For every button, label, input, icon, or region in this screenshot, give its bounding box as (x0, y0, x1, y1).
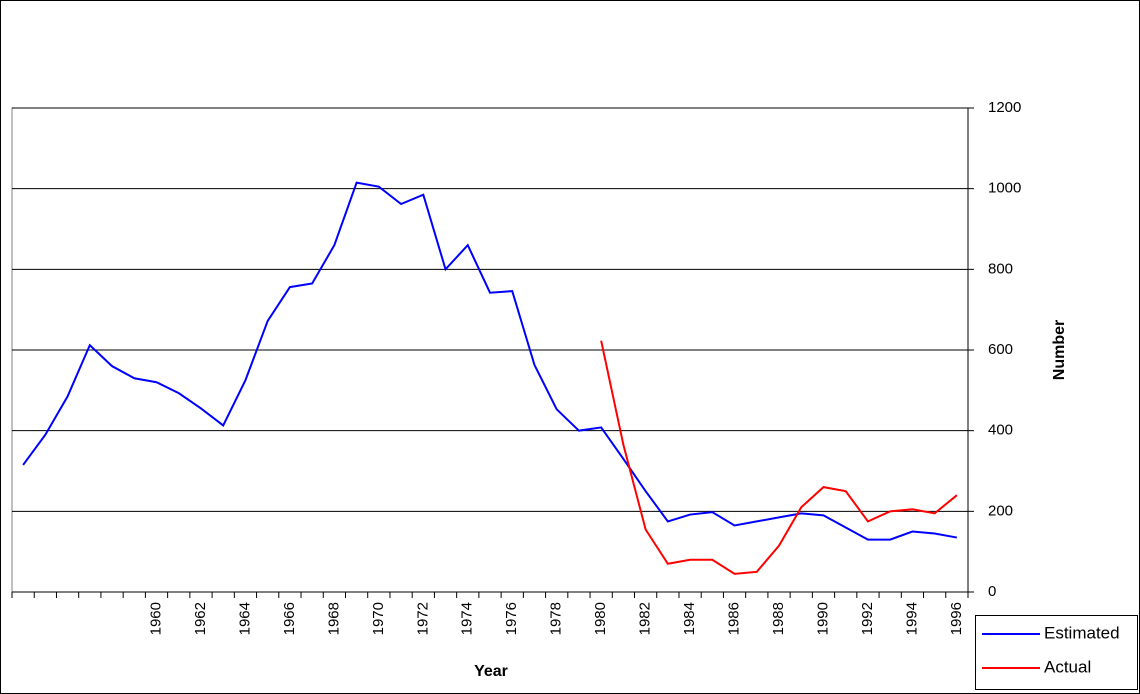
legend-label: Actual (1044, 657, 1091, 676)
legend-label: Estimated (1044, 623, 1120, 642)
x-tick-label: 1968 (325, 602, 342, 635)
y-tick-label: 200 (988, 502, 1013, 519)
x-tick-label: 1990 (814, 602, 831, 635)
x-tick-label: 1976 (503, 602, 520, 635)
x-tick-label: 1996 (948, 602, 965, 635)
series-line (600, 340, 958, 575)
x-tick-label: 1992 (859, 602, 876, 635)
y-tick-label: 800 (988, 260, 1013, 277)
x-tick-label: 1994 (903, 602, 920, 635)
x-tick-label: 1962 (192, 602, 209, 635)
x-tick-label: 1972 (414, 602, 431, 635)
x-axis-title: Year (474, 663, 508, 680)
y-tick-label: 600 (988, 341, 1013, 358)
y-axis-title: Number (1051, 320, 1068, 380)
x-tick-label: 1986 (726, 602, 743, 635)
series-line (22, 181, 958, 541)
legend (975, 615, 1138, 690)
y-tick-label: 0 (988, 583, 996, 600)
x-tick-label: 1984 (681, 602, 698, 635)
x-tick-label: 1988 (770, 602, 787, 635)
x-tick-label: 1982 (637, 602, 654, 635)
x-tick-label: 1960 (147, 602, 164, 635)
x-tick-label: 1974 (459, 602, 476, 635)
x-tick-label: 1980 (592, 602, 609, 635)
x-tick-label: 1978 (548, 602, 565, 635)
y-tick-label: 1200 (988, 99, 1021, 116)
x-tick-label: 1970 (370, 602, 387, 635)
y-tick-label: 400 (988, 422, 1013, 439)
x-tick-label: 1964 (236, 602, 253, 635)
y-tick-label: 1000 (988, 180, 1021, 197)
x-tick-label: 1966 (281, 602, 298, 635)
